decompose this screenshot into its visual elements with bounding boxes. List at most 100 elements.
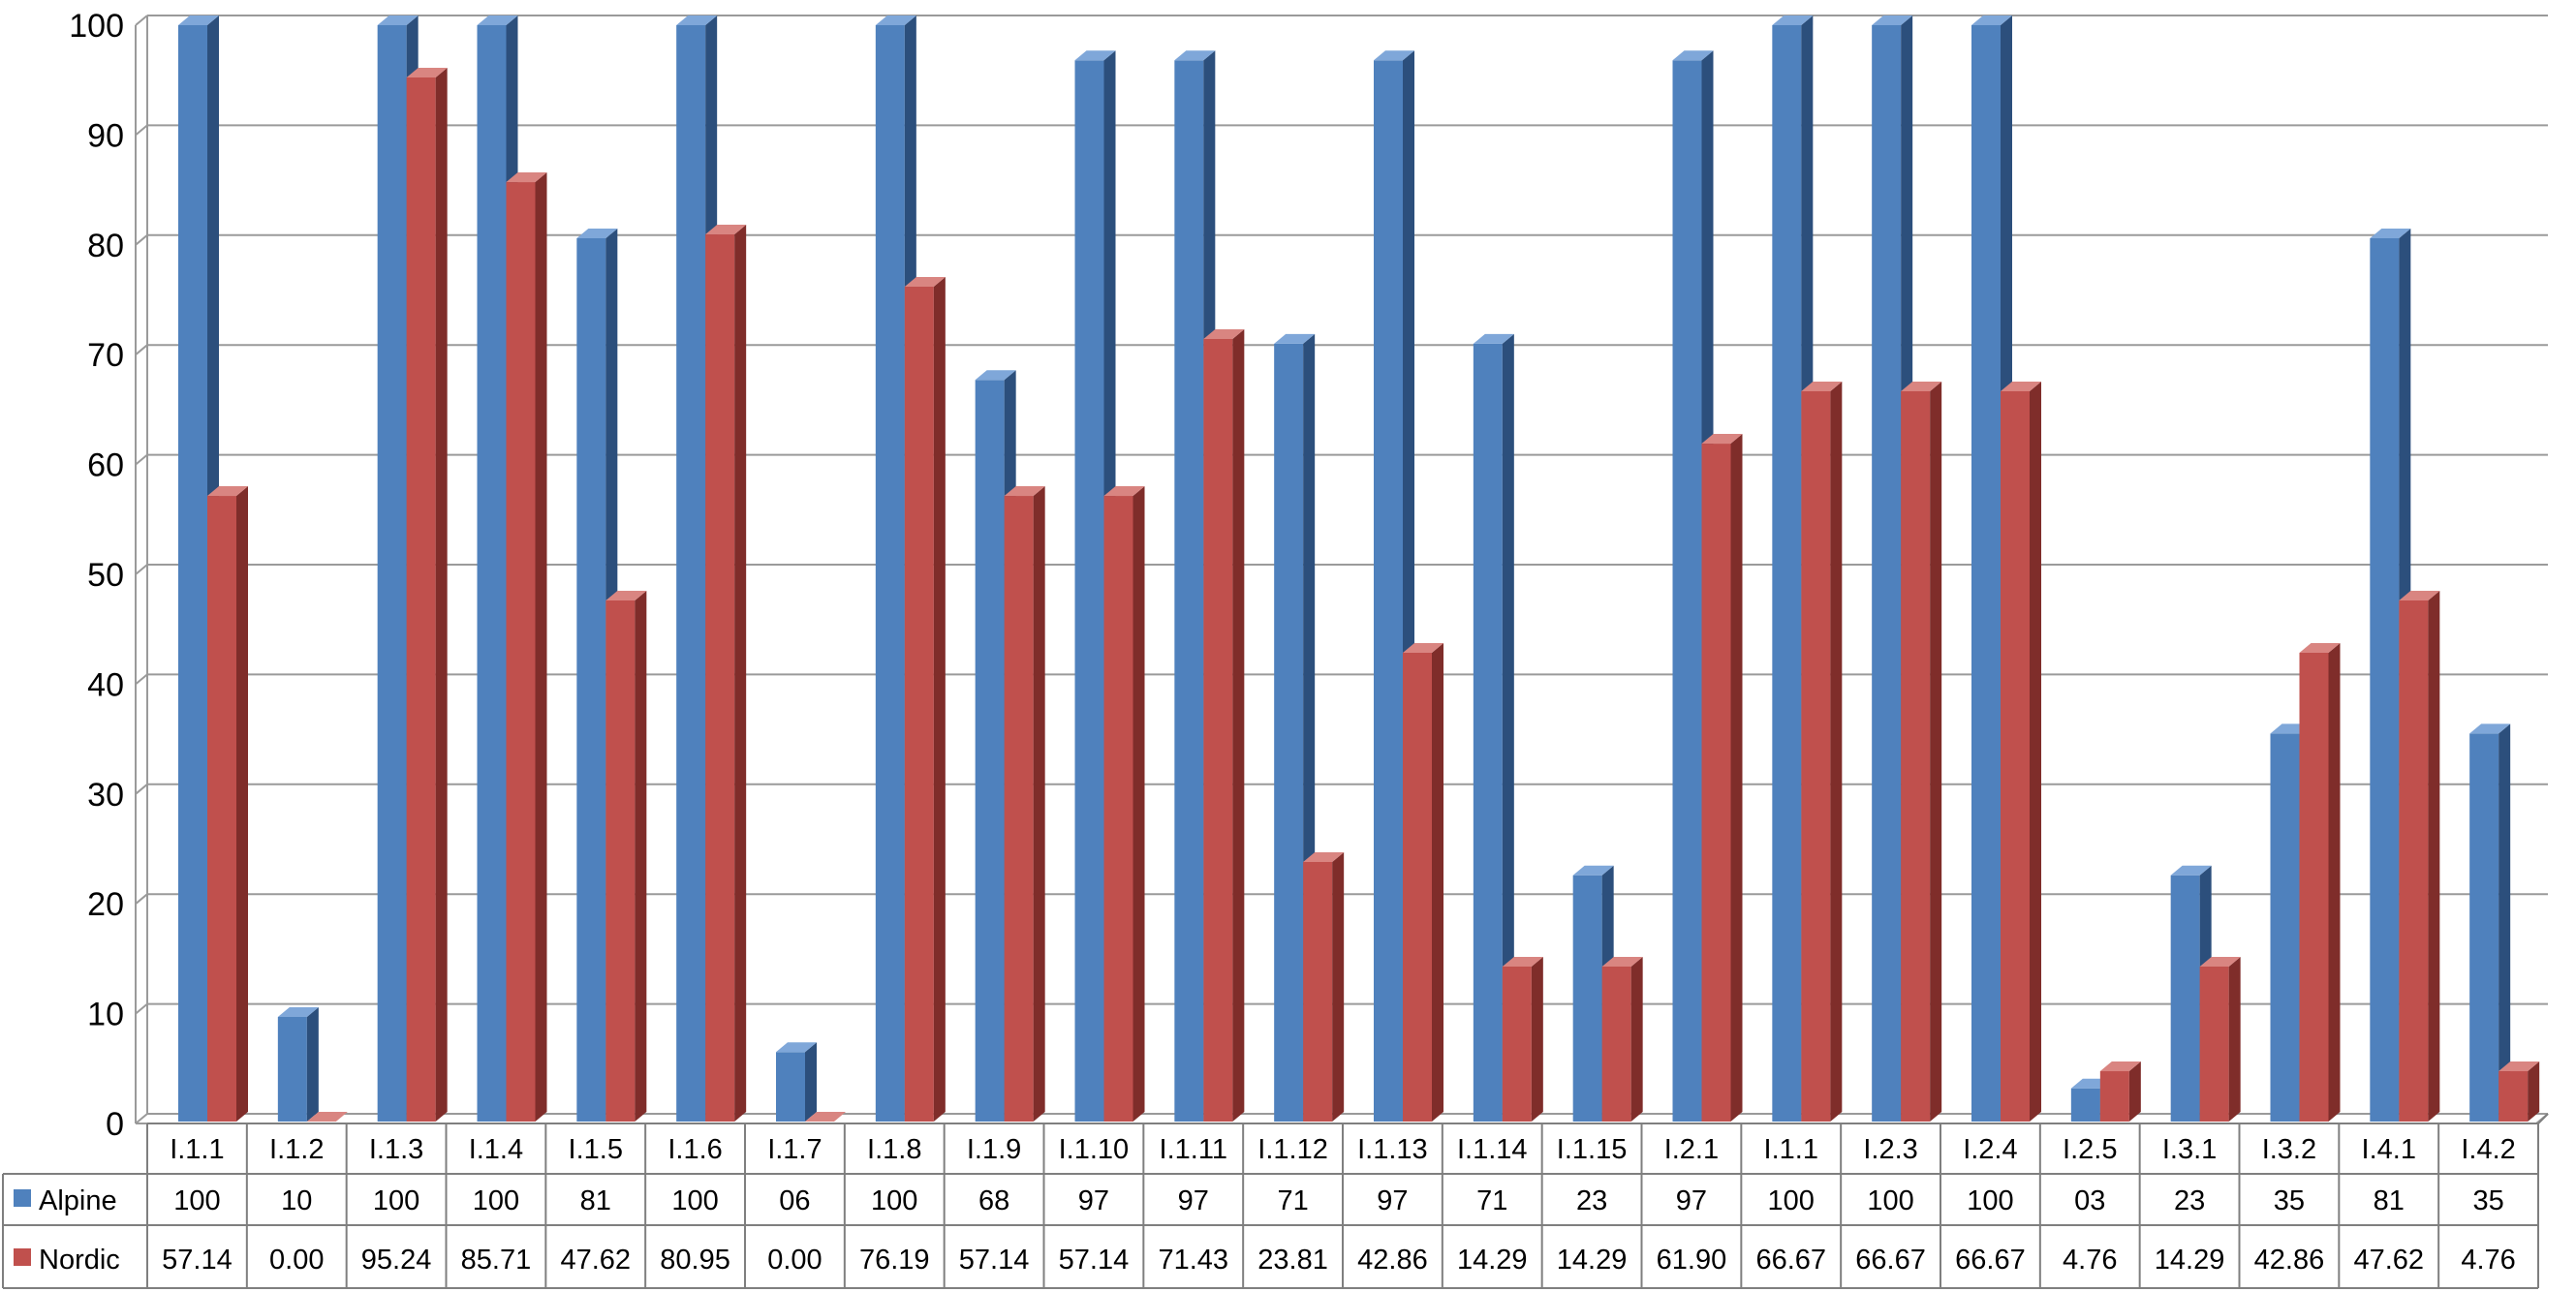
bar-nordic — [2399, 590, 2440, 1122]
bar-alpine-side — [2498, 723, 2511, 1122]
bar-nordic-side — [2030, 381, 2041, 1123]
data-label-alpine: 97 — [1078, 1185, 1109, 1216]
bar-nordic-front — [1601, 966, 1631, 1122]
x-tick-label: I.1.1 — [1764, 1134, 1818, 1165]
bar-alpine-top — [875, 15, 916, 25]
bar-nordic-top — [1601, 956, 1643, 967]
x-tick-label: I.1.6 — [667, 1134, 722, 1165]
bar-alpine-top — [2469, 723, 2511, 734]
bar-nordic-side — [635, 590, 647, 1122]
y-tick-label: 30 — [87, 777, 124, 814]
bar-nordic — [805, 1112, 846, 1122]
bar-nordic — [506, 172, 547, 1123]
bar-nordic — [1502, 956, 1543, 1122]
data-label-nordic: 47.62 — [2353, 1245, 2424, 1276]
data-label-alpine: 81 — [2374, 1185, 2405, 1216]
bar-alpine-side — [805, 1042, 817, 1122]
bar-nordic — [2299, 642, 2341, 1122]
bar-nordic-front — [2199, 966, 2229, 1122]
bar-alpine-top — [1772, 15, 1814, 25]
bar-alpine-front — [1971, 25, 2001, 1122]
data-label-alpine: 23 — [2174, 1185, 2205, 1216]
bar-nordic — [1701, 434, 1743, 1123]
bar-nordic — [1801, 381, 1843, 1123]
gridline-depth — [135, 784, 148, 795]
x-tick-label: I.1.9 — [967, 1134, 1021, 1165]
bar-nordic-top — [1502, 956, 1543, 967]
bar-nordic — [1203, 328, 1245, 1123]
bar-nordic — [1303, 851, 1345, 1122]
bar-alpine — [776, 1042, 817, 1122]
bar-alpine-front — [576, 237, 606, 1123]
data-label-nordic: 71.43 — [1158, 1245, 1228, 1276]
data-label-alpine: 23 — [1576, 1185, 1607, 1216]
bar-nordic-side — [2528, 1061, 2540, 1122]
bar-alpine-top — [178, 15, 219, 25]
bar-nordic-top — [1203, 328, 1245, 339]
y-tick-label: 70 — [87, 337, 124, 374]
bar-nordic — [1901, 381, 1942, 1123]
y-tick-label: 100 — [69, 8, 124, 45]
bar-nordic-front — [2001, 390, 2030, 1123]
bar-nordic-top — [2099, 1061, 2141, 1072]
bar-alpine-top — [477, 15, 518, 25]
gridline-depth — [135, 124, 148, 137]
x-tick-label: I.2.4 — [1963, 1134, 2017, 1165]
bar-nordic — [1004, 486, 1045, 1122]
x-tick-label: I.4.2 — [2461, 1134, 2515, 1165]
legend-label-nordic: Nordic — [39, 1245, 120, 1276]
bar-nordic — [605, 590, 647, 1122]
bar-nordic-front — [506, 182, 536, 1123]
x-tick-label: I.1.4 — [469, 1134, 523, 1165]
bar-alpine-front — [178, 25, 207, 1122]
x-tick-label: I.1.5 — [569, 1134, 623, 1165]
x-tick-label: I.1.13 — [1357, 1134, 1428, 1165]
bar-nordic-front — [1403, 652, 1432, 1122]
x-tick-label: I.3.1 — [2162, 1134, 2217, 1165]
bar-nordic-front — [2498, 1071, 2529, 1122]
data-label-alpine: 100 — [373, 1185, 419, 1216]
bar-nordic-front — [1901, 390, 1931, 1123]
bar-alpine-front — [776, 1052, 805, 1122]
bar-alpine-front — [2170, 875, 2200, 1122]
bar-nordic-side — [1531, 956, 1543, 1122]
data-label-alpine: 97 — [1377, 1185, 1408, 1216]
data-label-alpine: 100 — [871, 1185, 917, 1216]
bars — [178, 15, 2540, 1123]
data-label-nordic: 76.19 — [859, 1245, 930, 1276]
bar-nordic-front — [1701, 444, 1731, 1123]
bar-nordic — [306, 1112, 348, 1122]
data-table: I.1.1 100 57.14 I.1.2 10 0.00 I.1.3 100 95.24 I.1… — [2, 1113, 2549, 1289]
bar-nordic-side — [1730, 434, 1743, 1123]
data-label-nordic: 0.00 — [767, 1245, 822, 1276]
bar-alpine-front — [875, 25, 905, 1122]
bar-nordic-front — [904, 287, 934, 1123]
bar-nordic-front — [1303, 861, 1333, 1122]
x-tick-label: I.1.14 — [1457, 1134, 1528, 1165]
bar-alpine-top — [776, 1042, 817, 1053]
data-label-nordic: 61.90 — [1657, 1245, 1727, 1276]
x-tick-label: I.2.3 — [1863, 1134, 1917, 1165]
bar-nordic — [1403, 642, 1443, 1122]
x-tick-label: I.1.2 — [269, 1134, 324, 1165]
data-label-alpine: 100 — [1867, 1185, 1913, 1216]
data-label-nordic: 14.29 — [1457, 1245, 1528, 1276]
data-label-nordic: 57.14 — [1059, 1245, 1130, 1276]
bar-nordic-top — [805, 1112, 846, 1122]
gridline-depth — [135, 15, 148, 26]
bar-nordic-top — [1901, 381, 1942, 391]
bar-alpine-top — [1971, 15, 2012, 25]
data-label-nordic: 0.00 — [269, 1245, 324, 1276]
bar-nordic-front — [705, 234, 735, 1123]
bar-nordic-top — [207, 486, 248, 497]
x-tick-label: I.1.3 — [369, 1134, 423, 1165]
data-label-nordic: 42.86 — [1357, 1245, 1428, 1276]
y-tick-label: 10 — [87, 997, 124, 1033]
data-label-alpine: 100 — [173, 1185, 220, 1216]
bar-nordic — [1601, 956, 1643, 1122]
bar-alpine-front — [975, 380, 1005, 1123]
bar-nordic-front — [1801, 390, 1831, 1123]
bar-alpine-top — [1074, 50, 1116, 61]
x-tick-label: I.1.7 — [767, 1134, 822, 1165]
bar-nordic-front — [1203, 338, 1233, 1123]
